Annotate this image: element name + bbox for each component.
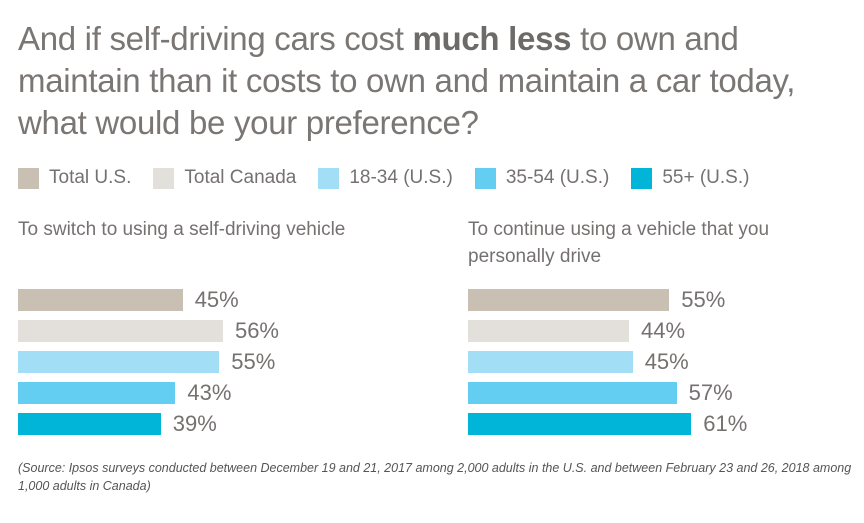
data-label: 43% (187, 380, 232, 405)
data-label: 45% (194, 287, 239, 312)
legend-item: 35-54 (U.S.) (474, 167, 610, 189)
legend-item: Total Canada (153, 167, 296, 189)
legend-item: 18-34 (U.S.) (318, 167, 453, 189)
panel-title-switch: To switch to using a self-driving vehicl… (18, 219, 346, 240)
legend-label: Total U.S. (49, 167, 132, 188)
bar-total-u-s- (468, 289, 670, 311)
data-label: 45% (644, 349, 689, 374)
data-label: 55% (231, 349, 276, 374)
title-text: And if self-driving cars cost (18, 20, 413, 57)
data-label: 57% (688, 380, 733, 405)
title-emphasis: much less (412, 20, 572, 57)
data-label: 44% (641, 318, 686, 343)
title-text-end: to own and maintain than it costs to own… (18, 20, 796, 141)
bar-55-u-s- (468, 413, 692, 435)
legend-label: 35-54 (U.S.) (505, 167, 610, 188)
bar-55-u-s- (18, 413, 161, 435)
legend-swatch (474, 167, 496, 189)
data-label: 61% (703, 411, 748, 436)
data-label: 39% (172, 411, 217, 436)
legend-label: Total Canada (184, 167, 297, 188)
legend-swatch (318, 167, 340, 189)
legend: Total U.S. Total Canada 18-34 (U.S.) 35-… (18, 167, 771, 189)
panel-title-continue: To continue using a vehicle that you per… (468, 219, 770, 267)
data-label: 56% (234, 318, 279, 343)
bar-18-34-u-s- (468, 351, 633, 373)
bar-35-54-u-s- (18, 382, 176, 404)
legend-item: 55+ (U.S.) (631, 167, 749, 189)
bar-18-34-u-s- (18, 351, 220, 373)
legend-swatch (153, 167, 175, 189)
bar-total-u-s- (18, 289, 183, 311)
legend-swatch (18, 167, 39, 189)
data-label: 55% (681, 287, 726, 312)
chart-title: And if self-driving cars cost much less … (18, 18, 858, 144)
legend-item: Total U.S. (18, 167, 131, 189)
bar-total-canada (18, 320, 223, 342)
bar-total-canada (468, 320, 630, 342)
legend-label: 18-34 (U.S.) (349, 167, 453, 188)
source-note: (Source: Ipsos surveys conducted between… (18, 461, 852, 493)
bar-35-54-u-s- (468, 382, 677, 404)
legend-swatch (631, 167, 653, 189)
legend-label: 55+ (U.S.) (662, 167, 750, 188)
